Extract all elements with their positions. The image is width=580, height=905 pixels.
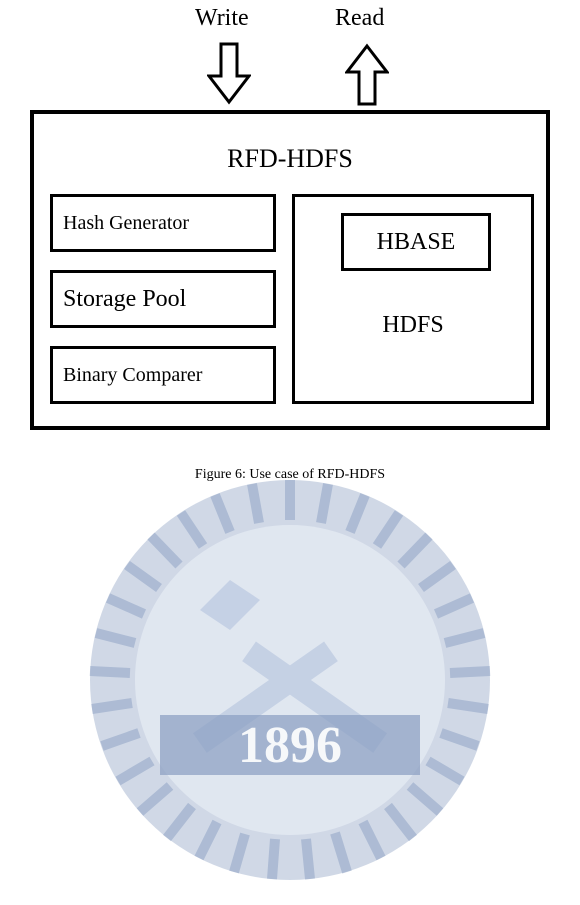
storage-pool-label: Storage Pool — [63, 286, 186, 313]
figure-caption: Figure 6: Use case of RFD-HDFS — [0, 467, 580, 483]
main-container: RFD-HDFS Hash Generator Storage Pool Bin… — [30, 110, 550, 430]
hbase-label: HBASE — [377, 229, 456, 256]
arrow-up-icon — [345, 42, 389, 111]
write-label: Write — [195, 5, 249, 32]
top-labels: Write Read — [0, 0, 580, 45]
read-label: Read — [335, 5, 384, 32]
hdfs-container: HBASE HDFS — [292, 194, 534, 404]
main-title: RFD-HDFS — [34, 144, 546, 174]
hbase-box: HBASE — [341, 213, 491, 271]
storage-pool-box: Storage Pool — [50, 270, 276, 328]
hash-generator-box: Hash Generator — [50, 194, 276, 252]
diagram-root: Write Read RFD-HDFS Hash Generator Stora… — [0, 0, 580, 728]
binary-comparer-label: Binary Comparer — [63, 364, 202, 387]
binary-comparer-box: Binary Comparer — [50, 346, 276, 404]
hdfs-label: HDFS — [295, 312, 531, 339]
hash-generator-label: Hash Generator — [63, 212, 189, 235]
arrow-down-icon — [207, 42, 251, 111]
left-column: Hash Generator Storage Pool Binary Compa… — [50, 194, 276, 422]
